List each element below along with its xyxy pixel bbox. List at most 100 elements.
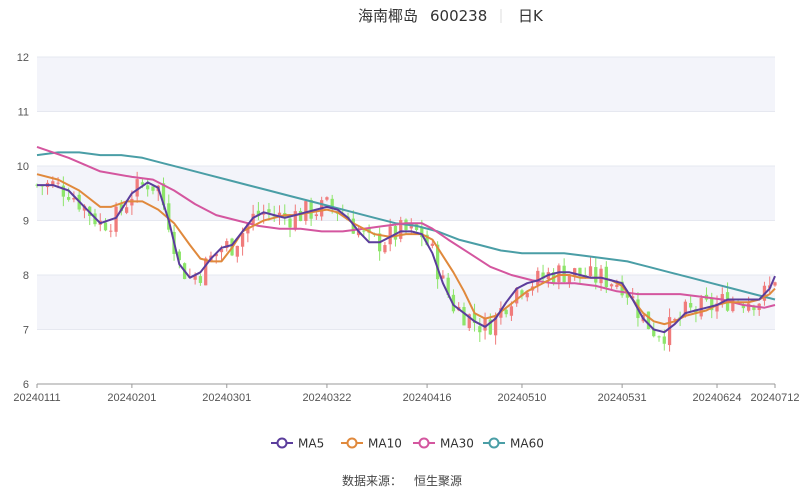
candle-body — [56, 182, 60, 184]
candle-body — [103, 222, 108, 231]
plot-bands — [37, 57, 775, 384]
legend-marker — [346, 437, 358, 449]
candle-body — [393, 225, 398, 240]
candle-body — [520, 290, 524, 297]
candle-body — [673, 319, 677, 321]
candle-body — [631, 296, 635, 299]
candle-body — [435, 244, 440, 280]
candle-body — [66, 197, 71, 200]
candle-body — [383, 245, 387, 253]
candle-body — [235, 245, 239, 257]
candle-body — [135, 179, 139, 197]
candle-body — [420, 227, 424, 238]
x-tick-label: 20240712 — [751, 392, 800, 404]
chart-period: 日K — [518, 7, 544, 25]
candle-body — [462, 307, 466, 326]
candle-body — [61, 185, 65, 197]
candle-body — [699, 298, 703, 317]
candle-body — [731, 300, 735, 312]
candle-body — [557, 265, 561, 283]
candle-body — [467, 314, 471, 329]
candle-body — [304, 201, 308, 221]
candle-body — [536, 270, 540, 286]
candle-body — [588, 266, 593, 277]
candle-body — [594, 267, 598, 283]
candle-body — [51, 181, 55, 186]
candle-body — [167, 203, 171, 230]
y-tick-label: 6 — [23, 379, 29, 391]
candle-body — [620, 281, 624, 296]
candle-body — [710, 298, 714, 311]
candle-body — [262, 212, 266, 215]
legend-item-ma5[interactable]: MA5 — [271, 437, 324, 451]
legend-item-ma10[interactable]: MA10 — [341, 437, 402, 451]
x-tick-label: 20240510 — [497, 392, 546, 404]
legend-item-ma60[interactable]: MA60 — [483, 437, 544, 451]
candle-body — [504, 309, 508, 315]
candle-body — [472, 313, 477, 323]
moving-average-lines — [36, 145, 776, 334]
candle-body — [356, 230, 361, 236]
candle-body — [267, 209, 271, 213]
candle-body — [151, 186, 155, 191]
y-tick-label: 10 — [17, 161, 29, 173]
plot-band — [37, 329, 775, 384]
ma60-line — [36, 151, 776, 301]
candle-body — [741, 305, 746, 309]
candle-body — [488, 319, 492, 335]
candle-body — [646, 311, 651, 330]
candle-body — [615, 284, 619, 287]
x-tick-label: 20240416 — [403, 392, 452, 404]
legend-marker — [276, 437, 288, 449]
candle-body — [204, 258, 208, 286]
ma10-line — [36, 173, 776, 326]
legend-label: MA10 — [368, 437, 402, 451]
chart-legend: MA5 MA10 MA30 MA60 — [271, 437, 544, 451]
x-tick-label: 20240201 — [107, 392, 156, 404]
candle-body — [124, 207, 129, 213]
stock-code: 600238 — [430, 7, 487, 25]
candle-body — [240, 232, 245, 247]
legend-label: MA60 — [510, 437, 544, 451]
candle-body — [114, 206, 118, 232]
candle-body — [314, 214, 319, 217]
candle-body — [483, 318, 487, 331]
candle-body — [657, 336, 661, 338]
legend-label: MA30 — [440, 437, 474, 451]
stock-name: 海南椰岛 — [358, 7, 418, 25]
candle-body — [177, 251, 181, 261]
candle-body — [599, 268, 603, 284]
candle-body — [146, 185, 150, 190]
ma5-line — [37, 181, 776, 334]
candle-body — [219, 248, 224, 253]
candle-body — [330, 198, 334, 209]
candle-body — [441, 275, 445, 279]
candle-body — [214, 253, 218, 257]
y-tick-label: 9 — [23, 216, 29, 228]
candle-body — [525, 292, 529, 298]
candle-body — [509, 306, 514, 316]
candle-body — [493, 315, 498, 336]
source-label: 数据来源： — [342, 473, 402, 488]
candle-body — [293, 211, 297, 230]
x-axis: 20240111 20240201 20240301 20240322 20240416… — [13, 383, 800, 404]
x-tick-label: 20240301 — [202, 392, 251, 404]
x-tick-label: 20240531 — [598, 392, 647, 404]
candle-body — [288, 218, 292, 228]
candle-body — [625, 292, 630, 298]
y-tick-label: 12 — [17, 52, 29, 64]
y-tick-label: 8 — [23, 270, 29, 282]
y-tick-label: 7 — [23, 325, 29, 337]
legend-item-ma30[interactable]: MA30 — [413, 437, 474, 451]
candle-body — [388, 226, 392, 245]
candle-body — [309, 200, 313, 219]
candle-body — [414, 224, 419, 231]
candle-body — [399, 220, 403, 239]
candle-body — [652, 328, 656, 337]
candle-body — [515, 287, 519, 304]
candle-body — [747, 303, 751, 311]
plot-band — [37, 111, 775, 166]
candle-body — [720, 294, 724, 302]
x-tick-label: 20240624 — [693, 392, 742, 404]
plot-band — [37, 275, 775, 330]
